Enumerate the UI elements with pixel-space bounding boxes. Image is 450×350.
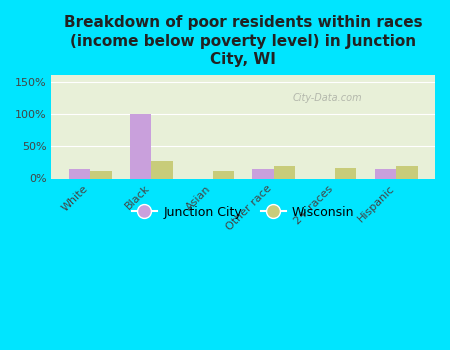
Bar xyxy=(396,166,418,178)
Bar xyxy=(69,169,90,178)
Bar xyxy=(130,114,152,178)
Legend: Junction City, Wisconsin: Junction City, Wisconsin xyxy=(127,201,360,224)
Bar xyxy=(90,172,112,178)
Bar xyxy=(152,161,173,178)
Text: City-Data.com: City-Data.com xyxy=(293,93,362,103)
Bar xyxy=(213,171,234,178)
Bar xyxy=(335,168,356,179)
Bar xyxy=(375,169,396,178)
Bar xyxy=(252,169,274,178)
Bar xyxy=(274,166,295,178)
Title: Breakdown of poor residents within races
(income below poverty level) in Junctio: Breakdown of poor residents within races… xyxy=(64,15,423,67)
